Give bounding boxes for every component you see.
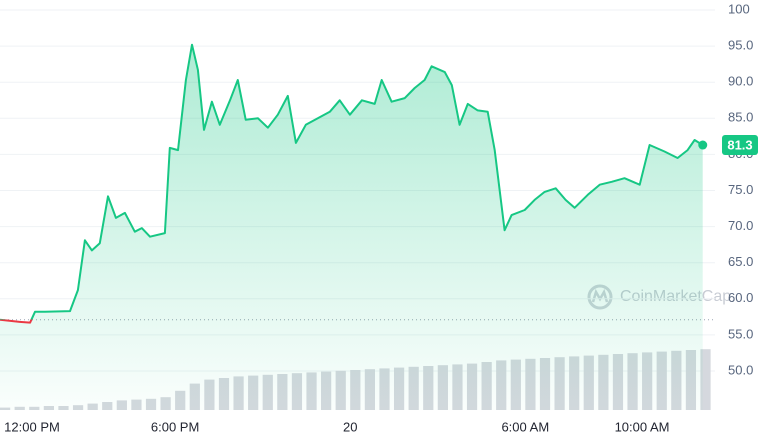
volume-bar [700, 349, 711, 410]
y-tick-label: 50.0 [728, 362, 753, 377]
x-tick-label: 10:00 AM [615, 419, 670, 434]
y-tick-label: 100 [728, 1, 750, 16]
last-point [698, 140, 708, 150]
price-line [0, 43, 704, 324]
price-area [0, 44, 703, 410]
y-tick-label: 90.0 [728, 74, 753, 89]
x-tick-label: 12:00 PM [4, 419, 60, 434]
y-tick-label: 55.0 [728, 326, 753, 341]
x-tick-label: 20 [343, 419, 357, 434]
x-tick-label: 6:00 PM [151, 419, 199, 434]
y-tick-label: 65.0 [728, 254, 753, 269]
price-label-box [722, 135, 758, 156]
x-tick-label: 6:00 AM [501, 419, 549, 434]
y-tick-label: 75.0 [728, 182, 753, 197]
y-tick-label: 60.0 [728, 290, 753, 305]
y-tick-label: 70.0 [728, 218, 753, 233]
price-label: 81.3 [727, 137, 752, 152]
y-tick-label: 85.0 [728, 110, 753, 125]
y-tick-label: 95.0 [728, 38, 753, 53]
